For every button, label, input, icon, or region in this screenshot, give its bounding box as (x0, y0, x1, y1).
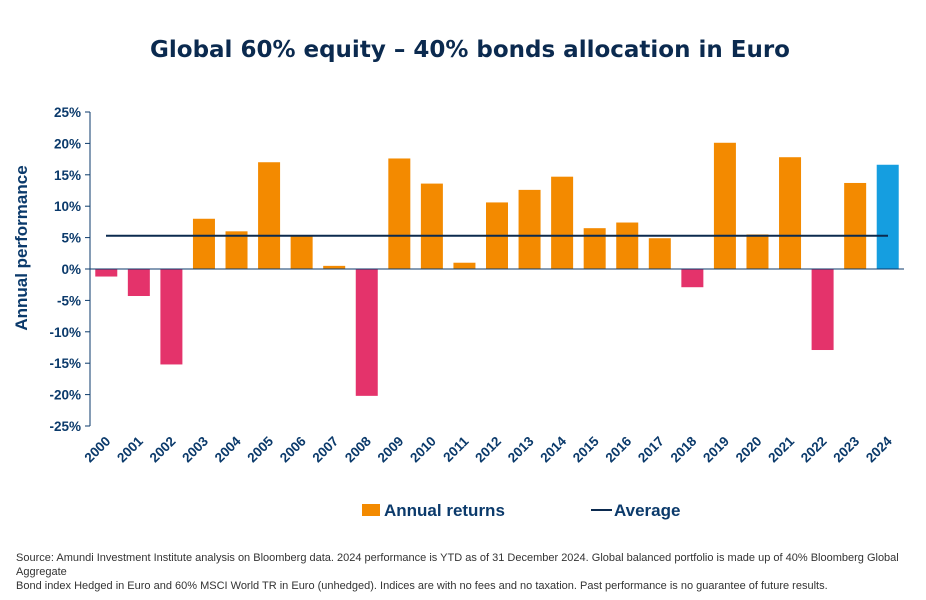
y-axis: 25% 20% 15% 10% 5% 0% -5% -10% -15% -20% -25% (49, 105, 90, 434)
bar-2017 (648, 238, 671, 269)
footnote-line-1: Source: Amundi Investment Institute anal… (16, 552, 899, 578)
bar-2003 (192, 218, 215, 269)
x-tick-label: 2001 (114, 433, 146, 465)
x-tick-label: 2009 (375, 434, 407, 466)
bar-2006 (290, 236, 313, 269)
x-tick-label: 2023 (830, 433, 862, 465)
y-tick-label: 10% (54, 199, 81, 214)
bar-2023 (844, 182, 867, 269)
bar-2007 (323, 265, 346, 269)
y-tick-label: 5% (61, 231, 81, 246)
x-tick-label: 2014 (537, 433, 569, 465)
bar-2001 (127, 269, 150, 297)
footnote-line-2: Bond index Hedged in Euro and 60% MSCI W… (16, 580, 828, 592)
x-tick-label: 2016 (603, 433, 635, 465)
x-tick-label: 2024 (863, 433, 895, 465)
x-tick-label: 2003 (179, 433, 211, 465)
y-tick-label: 15% (54, 168, 81, 183)
y-tick-label: 0% (61, 262, 81, 277)
x-axis: 2000 2001 2002 2003 2004 2005 2006 2007 2008 2009… (82, 433, 896, 465)
legend-label-average: Average (614, 501, 680, 520)
bar-2009 (388, 158, 411, 269)
x-tick-label: 2022 (798, 434, 830, 466)
x-tick-label: 2000 (82, 434, 114, 466)
source-footnote: Source: Amundi Investment Institute anal… (16, 551, 911, 593)
x-tick-label: 2012 (472, 434, 504, 466)
x-tick-label: 2011 (440, 433, 472, 465)
bar-2016 (616, 222, 639, 269)
y-tick-label: -15% (49, 356, 81, 371)
x-tick-label: 2008 (342, 433, 374, 465)
bar-2008 (355, 269, 378, 396)
bar-2010 (420, 183, 443, 269)
x-tick-label: 2010 (407, 434, 439, 466)
chart-title: Global 60% equity – 40% bonds allocation… (150, 37, 790, 63)
legend-label-annual-returns: Annual returns (384, 501, 505, 520)
x-tick-label: 2020 (733, 434, 765, 466)
legend: Annual returns Average (362, 501, 680, 520)
y-tick-label: -20% (49, 388, 81, 403)
bar-2014 (551, 176, 574, 269)
bar-2011 (453, 262, 476, 269)
bar-2015 (583, 228, 606, 269)
y-tick-label: -5% (57, 293, 81, 308)
x-tick-label: 2021 (765, 433, 797, 465)
x-tick-label: 2013 (505, 433, 537, 465)
x-tick-label: 2006 (277, 433, 309, 465)
bar-2018 (681, 269, 704, 288)
y-tick-label: -25% (49, 419, 81, 434)
y-axis-label: Annual performance (12, 165, 31, 330)
x-tick-label: 2005 (244, 433, 276, 465)
x-tick-label: 2015 (570, 433, 602, 465)
y-tick-label: -10% (49, 325, 81, 340)
y-tick-label: 20% (54, 136, 81, 151)
bar-2004 (225, 231, 248, 269)
bar-2021 (779, 157, 802, 269)
bar-2002 (160, 269, 183, 365)
bar-2005 (258, 162, 281, 269)
x-tick-label: 2002 (147, 434, 179, 466)
x-tick-label: 2019 (700, 434, 732, 466)
legend-swatch-annual-returns (362, 504, 380, 516)
bar-2000 (95, 269, 118, 277)
bar-2022 (811, 269, 834, 351)
x-tick-label: 2004 (212, 433, 244, 465)
x-tick-label: 2018 (668, 433, 700, 465)
y-tick-label: 25% (54, 105, 81, 120)
bar-2024 (876, 164, 899, 269)
bars (95, 142, 899, 396)
bar-2019 (713, 142, 736, 269)
bar-2013 (518, 189, 541, 269)
x-tick-label: 2017 (635, 434, 667, 466)
bar-2020 (746, 234, 769, 269)
x-tick-label: 2007 (309, 434, 341, 466)
